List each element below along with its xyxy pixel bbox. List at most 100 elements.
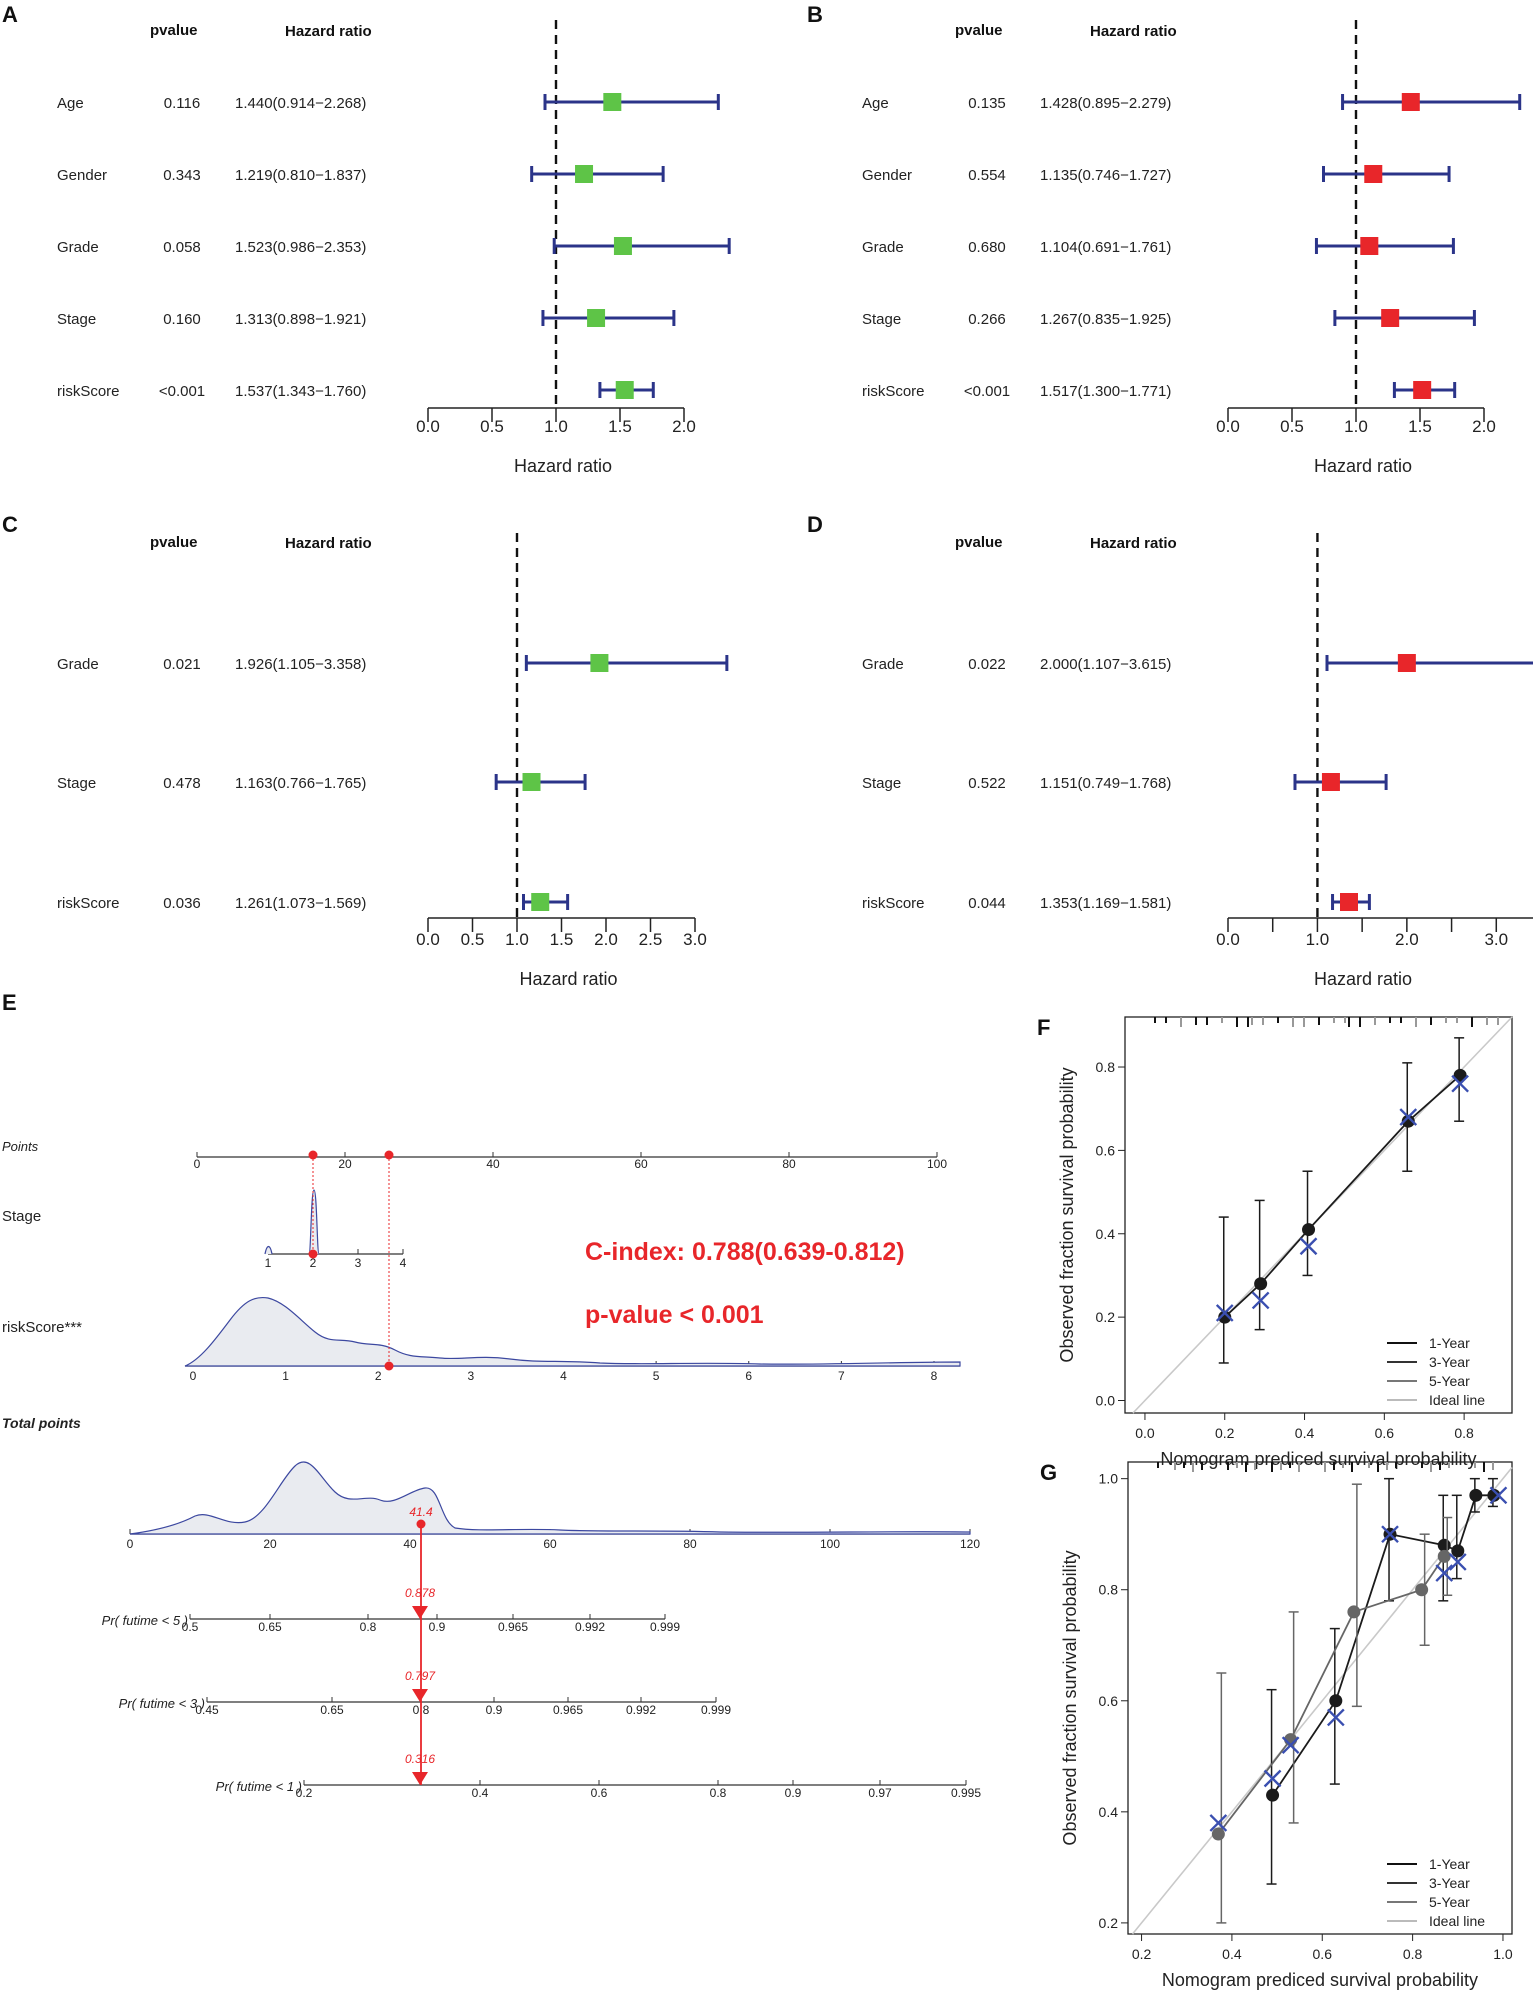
row-label: Stage: [862, 311, 901, 328]
prob-tick-label: 0.45: [195, 1703, 219, 1717]
y-tick-label: 0.0: [1096, 1392, 1116, 1408]
prob-tick-label: 0.9: [785, 1786, 802, 1800]
row-label: Gender: [57, 167, 107, 184]
plot-frame: [1127, 1461, 1513, 1935]
total-tick-label: 80: [683, 1537, 697, 1551]
row-pvalue: 0.021: [163, 656, 201, 673]
x-tick-label: 3.0: [1484, 930, 1508, 949]
p-value-text: p-value < 0.001: [585, 1301, 764, 1329]
data-point: [1254, 1277, 1268, 1291]
data-point: [1347, 1605, 1361, 1619]
legend-label: 3-Year: [1429, 1354, 1470, 1370]
points-tick-label: 20: [338, 1157, 352, 1171]
x-tick-label: 2.0: [1395, 930, 1419, 949]
riskscore-tick-label: 1: [282, 1369, 289, 1383]
cross-marker: [1251, 1291, 1270, 1310]
x-tick-label: 0.6: [1313, 1946, 1333, 1962]
hr-box: [522, 773, 541, 791]
x-tick-label: 0.0: [1216, 417, 1240, 436]
x-axis-title: Hazard ratio: [1314, 969, 1412, 989]
total-tick-label: 120: [960, 1537, 980, 1551]
row-pvalue: 0.478: [163, 775, 201, 792]
row-hr-text: 1.926(1.105−3.358): [235, 656, 366, 673]
data-point: [1302, 1223, 1316, 1237]
riskscore-tick-label: 8: [931, 1369, 938, 1383]
prob-tick-label: 0.965: [553, 1703, 583, 1717]
hr-box: [575, 165, 594, 183]
cross-marker: [1381, 1525, 1399, 1544]
x-tick-label: 1.0: [1306, 930, 1330, 949]
row-hr-text: 1.440(0.914−2.268): [235, 95, 366, 112]
hr-box: [1381, 309, 1400, 327]
data-point: [1211, 1827, 1225, 1841]
prob-tick-label: 0.5: [182, 1620, 199, 1634]
total-tick-label: 40: [403, 1537, 417, 1551]
row-hr-text: 1.537(1.343−1.760): [235, 383, 366, 400]
forest-header-pvalue: pvalue: [955, 22, 1003, 39]
prob-tick-label: 0.97: [868, 1786, 892, 1800]
cross-marker: [1448, 1553, 1467, 1571]
y-tick-label: 0.2: [1099, 1915, 1119, 1931]
riskscore-tick-label: 3: [468, 1369, 475, 1383]
x-tick-label: 1.0: [1344, 417, 1368, 436]
prob-tick-label: 0.965: [498, 1620, 528, 1634]
legend-label: Ideal line: [1429, 1913, 1485, 1929]
row-label: Stage: [57, 311, 96, 328]
data-point: [1437, 1549, 1451, 1563]
x-tick-label: 0.0: [416, 417, 440, 436]
row-label: Grade: [862, 239, 904, 256]
hr-box: [1360, 237, 1379, 255]
forest-header-hr: Hazard ratio: [285, 535, 372, 552]
x-tick-label: 0.8: [1454, 1425, 1474, 1441]
legend-label: Ideal line: [1429, 1392, 1485, 1408]
y-tick-label: 0.8: [1096, 1059, 1116, 1075]
total-tick-label: 60: [543, 1537, 557, 1551]
prob-row-label: Pr( futime < 5 ): [102, 1613, 188, 1628]
forest-header-pvalue: pvalue: [955, 534, 1003, 551]
data-point: [1453, 1068, 1467, 1082]
legend-label: 3-Year: [1429, 1875, 1470, 1891]
row-hr-text: 1.261(1.073−1.569): [235, 895, 366, 912]
y-tick-label: 0.6: [1099, 1693, 1119, 1709]
y-axis-title: Observed fraction survival probability: [1060, 1550, 1080, 1845]
cross-marker: [1489, 1486, 1508, 1505]
prob-tick-label: 0.2: [296, 1786, 313, 1800]
y-tick-label: 0.6: [1096, 1142, 1116, 1158]
cross-marker: [1209, 1814, 1228, 1832]
hr-box: [1339, 893, 1358, 911]
x-tick-label: 0.2: [1132, 1946, 1152, 1962]
stage-tick-label: 3: [355, 1256, 362, 1270]
data-point: [1266, 1788, 1280, 1802]
row-label: riskScore: [862, 895, 925, 912]
points-label: Points: [2, 1139, 39, 1154]
row-pvalue: <0.001: [964, 383, 1010, 400]
cross-marker: [1399, 1108, 1418, 1126]
x-tick-label: 0.6: [1375, 1425, 1395, 1441]
x-tick-label: 2.0: [594, 930, 618, 949]
prob-row-label: Pr( futime < 3 ): [119, 1696, 205, 1711]
row-hr-text: 1.428(0.895−2.279): [1040, 95, 1171, 112]
prob-tick-label: 0.8: [710, 1786, 727, 1800]
prob-tick-label: 0.4: [472, 1786, 489, 1800]
hr-box: [1401, 93, 1420, 111]
panel-label-f: F: [1037, 1015, 1050, 1040]
stage-tick-label: 2: [310, 1256, 317, 1270]
cross-marker: [1326, 1708, 1345, 1727]
cross-marker: [1215, 1304, 1234, 1322]
data-point: [1487, 1488, 1501, 1502]
panel-label-d: D: [807, 512, 823, 537]
row-pvalue: 0.266: [968, 311, 1006, 328]
y-axis-title: Observed fraction survival probability: [1057, 1067, 1077, 1362]
row-label: riskScore: [862, 383, 925, 400]
hr-box: [615, 381, 634, 399]
riskscore-tick-label: 2: [375, 1369, 382, 1383]
row-hr-text: 1.151(0.749−1.768): [1040, 775, 1171, 792]
riskscore-tick-label: 7: [838, 1369, 845, 1383]
forest-header-hr: Hazard ratio: [1090, 535, 1177, 552]
hr-box: [1321, 773, 1340, 791]
row-label: Stage: [862, 775, 901, 792]
data-point: [1415, 1583, 1429, 1597]
x-tick-label: 0.5: [1280, 417, 1304, 436]
y-tick-label: 0.8: [1099, 1582, 1119, 1598]
prob-tick-label: 0.8: [360, 1620, 377, 1634]
